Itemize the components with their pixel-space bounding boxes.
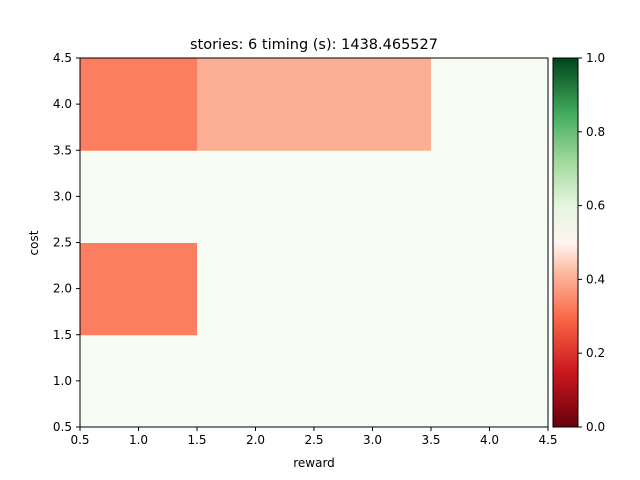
x-tick-label: 1.5 bbox=[187, 433, 206, 447]
x-tick-label: 2.0 bbox=[246, 433, 265, 447]
heatmap-cell bbox=[431, 242, 549, 336]
colorbar-tick-label: 0.4 bbox=[586, 272, 605, 286]
heatmap-cell bbox=[314, 150, 432, 243]
y-tick-label: 0.5 bbox=[53, 420, 72, 434]
y-tick-label: 1.0 bbox=[53, 374, 72, 388]
colorbar-frame bbox=[552, 57, 579, 428]
colorbar bbox=[553, 58, 578, 427]
heatmap-cell bbox=[197, 242, 315, 336]
colorbar-tick-label: 0.2 bbox=[586, 346, 605, 360]
heatmap-cell bbox=[314, 242, 432, 336]
heatmap-cell bbox=[197, 58, 315, 151]
y-tick-label: 2.0 bbox=[53, 282, 72, 296]
y-tick-label: 4.0 bbox=[53, 97, 72, 111]
colorbar-tick-label: 0.6 bbox=[586, 199, 605, 213]
heatmap-cell bbox=[314, 334, 432, 428]
heatmap-cell bbox=[197, 150, 315, 243]
colorbar-tick-label: 1.0 bbox=[586, 51, 605, 65]
y-tick-label: 3.5 bbox=[53, 143, 72, 157]
heatmap-cell bbox=[431, 150, 549, 243]
x-tick-label: 2.5 bbox=[304, 433, 323, 447]
x-axis-label: reward bbox=[293, 456, 335, 470]
heatmap-cell bbox=[80, 58, 198, 151]
heatmap-cell bbox=[80, 150, 198, 243]
colorbar-tick-label: 0.8 bbox=[586, 125, 605, 139]
y-tick-label: 4.5 bbox=[53, 51, 72, 65]
chart-title: stories: 6 timing (s): 1438.465527 bbox=[190, 37, 438, 53]
x-tick-label: 3.0 bbox=[363, 433, 382, 447]
x-tick-label: 4.0 bbox=[480, 433, 499, 447]
y-tick-label: 3.0 bbox=[53, 189, 72, 203]
x-tick-label: 4.5 bbox=[538, 433, 557, 447]
heatmap-cell bbox=[314, 58, 432, 151]
heatmap-cell bbox=[431, 58, 549, 151]
x-tick-label: 1.0 bbox=[129, 433, 148, 447]
y-axis-label: cost bbox=[27, 230, 41, 255]
heatmap-cell bbox=[80, 334, 198, 428]
y-tick-label: 2.5 bbox=[53, 236, 72, 250]
heatmap-cell bbox=[80, 242, 198, 336]
heatmap-cell bbox=[197, 334, 315, 428]
colorbar-tick-label: 0.0 bbox=[586, 420, 605, 434]
y-tick-label: 1.5 bbox=[53, 328, 72, 342]
x-tick-label: 3.5 bbox=[421, 433, 440, 447]
x-tick-label: 0.5 bbox=[70, 433, 89, 447]
heatmap-cell bbox=[431, 334, 549, 428]
